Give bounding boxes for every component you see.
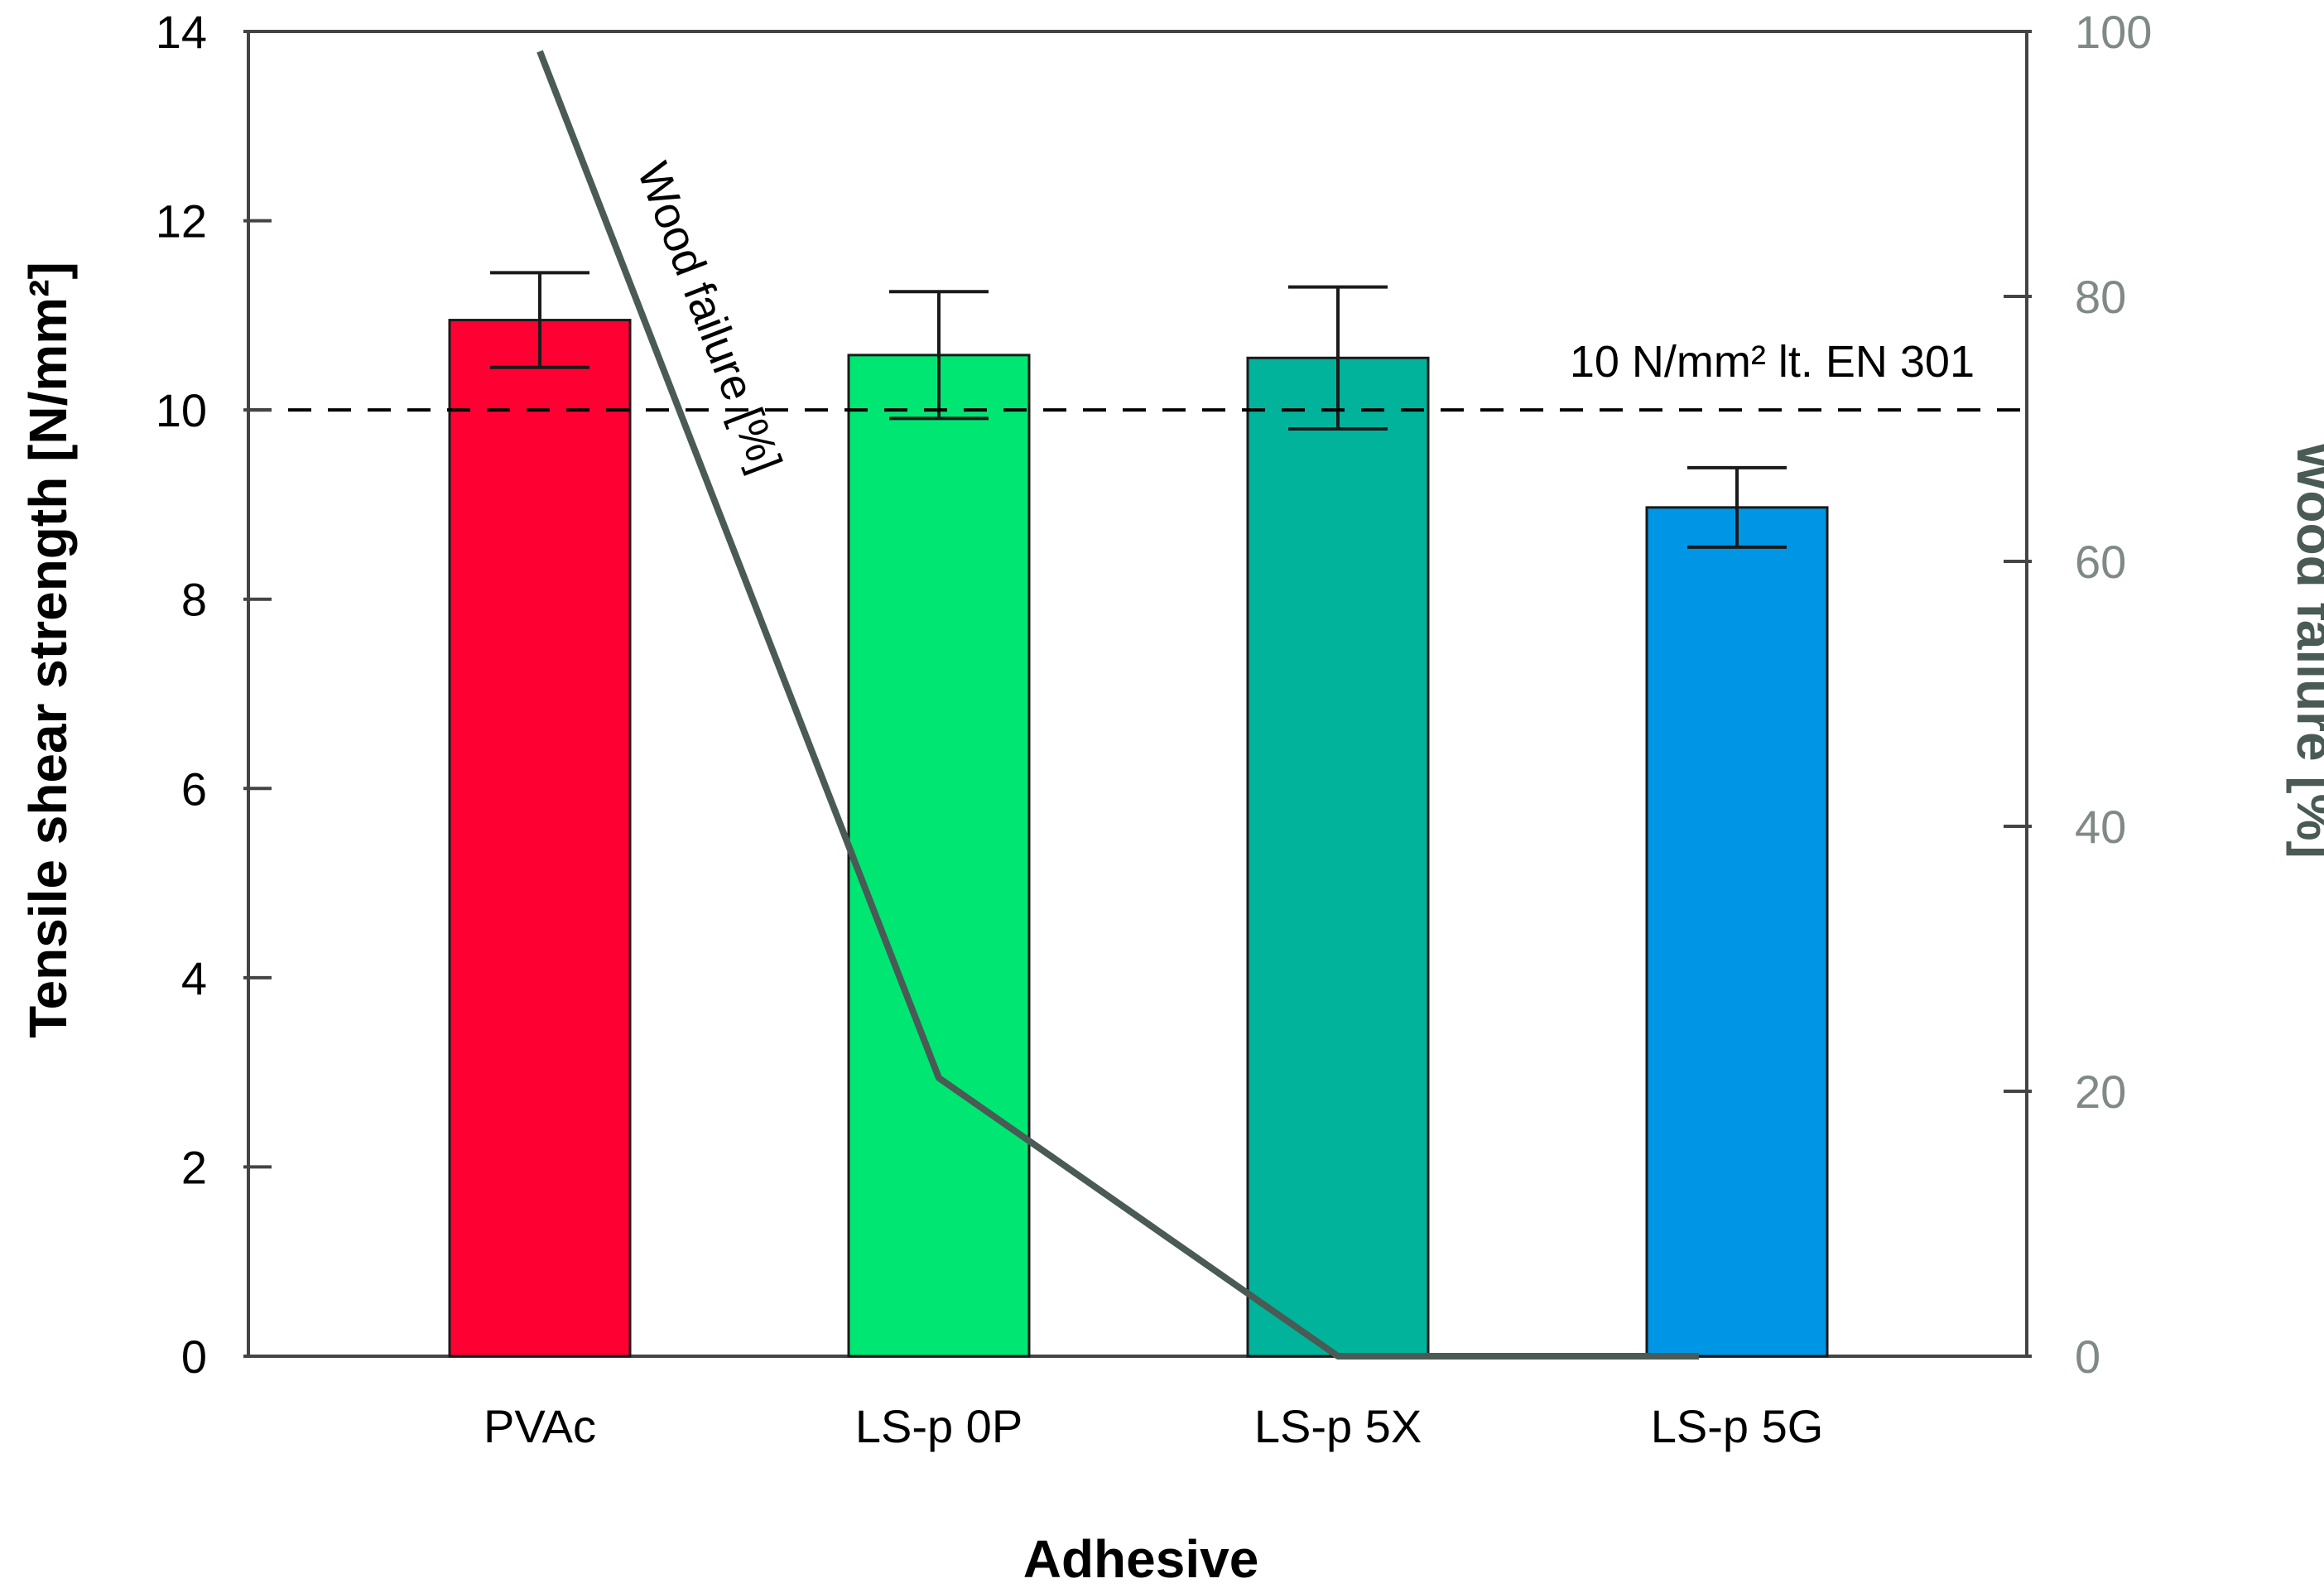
y2-tick-label: 20 (2075, 1066, 2126, 1118)
wood-failure-line-label: Wood failure [%] (628, 156, 792, 479)
y-axis-title: Tensile shear strength [N/mm²] (18, 262, 78, 1038)
y-tick-label: 0 (181, 1331, 207, 1383)
y2-tick-label: 60 (2075, 536, 2126, 588)
error-bar-ls-p-5x (1288, 285, 1388, 431)
y-tick-label: 12 (156, 195, 207, 248)
y2-axis-title: Wood failure [%] (2286, 441, 2324, 859)
x-axis-title: Adhesive (1023, 1529, 1259, 1589)
x-tick-label: LS-p 5X (1254, 1400, 1422, 1452)
error-bar-ls-p-5g (1687, 465, 1787, 549)
y-tick-label: 2 (181, 1141, 207, 1193)
wood-failure-line-layer (536, 50, 1699, 1360)
bar-ls-p-0p (847, 354, 1031, 1358)
error-bars-layer (490, 271, 1787, 549)
reference-line-label: 10 N/mm² lt. EN 301 (1570, 337, 1975, 387)
y2-tick-label: 100 (2075, 6, 2152, 58)
chart-frame (247, 30, 2028, 1358)
bar-pvac (448, 319, 632, 1358)
wood-failure-line (536, 50, 1699, 1360)
x-tick-label: LS-p 0P (855, 1400, 1022, 1452)
bars-layer (448, 319, 1829, 1358)
error-bar-ls-p-0p (889, 290, 989, 421)
y-tick-label: 14 (156, 6, 207, 58)
y-tick-label: 10 (156, 384, 207, 436)
y-tick-label: 8 (181, 574, 207, 626)
y2-tick-label: 40 (2075, 801, 2126, 853)
y-tick-label: 4 (181, 952, 207, 1004)
axes-layer: PVAc LS-p 0P LS-p 5X LS-p 5G 0 2 4 6 8 10 12 14 0 20 4… (156, 6, 2153, 1452)
x-tick-label: LS-p 5G (1651, 1400, 1824, 1452)
y-tick-label: 6 (181, 763, 207, 815)
y2-tick-label: 0 (2075, 1331, 2100, 1383)
y2-tick-label: 80 (2075, 271, 2126, 323)
bar-ls-p-5g (1645, 506, 1829, 1358)
error-bar-pvac (490, 271, 589, 369)
bar-ls-p-5x (1246, 356, 1430, 1358)
plot-frame (247, 30, 2028, 1358)
x-tick-label: PVAc (484, 1400, 596, 1452)
